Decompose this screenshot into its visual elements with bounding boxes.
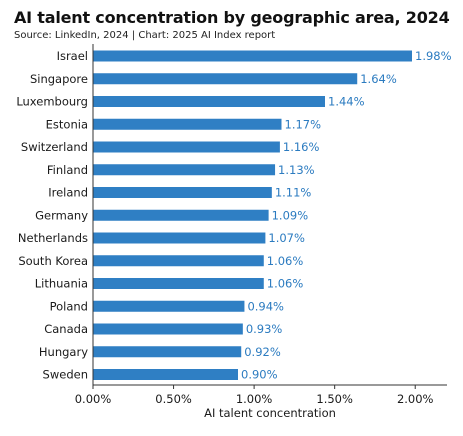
- bar-lithuania: [93, 278, 264, 289]
- value-label: 1.13%: [278, 163, 315, 177]
- bar-finland: [93, 164, 276, 176]
- category-label: Lithuania: [35, 277, 88, 291]
- category-label: Netherlands: [18, 231, 88, 245]
- labels-layer: Israel 1.98% Singapore 1.64% Luxembourg 1.44%…: [16, 49, 451, 382]
- category-label: Hungary: [39, 345, 88, 359]
- chart-subtitle: Source: LinkedIn, 2024 | Chart: 2025 AI …: [14, 30, 276, 41]
- x-axis-title: AI talent concentration: [204, 406, 336, 420]
- bar-netherlands: [93, 232, 266, 244]
- category-label: Singapore: [30, 72, 88, 86]
- category-label: Switzerland: [21, 140, 88, 154]
- bar-luxembourg: [93, 96, 325, 107]
- value-label: 1.17%: [285, 117, 322, 131]
- category-label: Israel: [57, 49, 88, 63]
- bar-switzerland: [93, 141, 280, 153]
- value-label: 1.11%: [275, 186, 312, 200]
- category-label: Poland: [50, 299, 88, 313]
- bar-hungary: [93, 346, 242, 358]
- x-tick-label: 2.00%: [397, 392, 434, 406]
- bars-layer: [93, 50, 412, 380]
- chart-title: AI talent concentration by geographic ar…: [14, 8, 450, 27]
- x-tick-label: 1.50%: [316, 392, 353, 406]
- value-label: 1.06%: [267, 277, 304, 291]
- x-axis: 0.00% 0.50% 1.00% 1.50% 2.00%: [75, 44, 447, 406]
- category-label: Estonia: [46, 117, 88, 131]
- category-label: South Korea: [18, 254, 88, 268]
- value-label: 1.44%: [328, 95, 365, 109]
- category-label: Canada: [44, 322, 88, 336]
- bar-poland: [93, 300, 245, 312]
- value-label: 1.16%: [283, 140, 320, 154]
- category-label: Sweden: [43, 368, 88, 382]
- value-label: 1.64%: [360, 72, 397, 86]
- value-label: 1.07%: [268, 231, 305, 245]
- value-label: 0.93%: [246, 322, 283, 336]
- value-label: 0.92%: [244, 345, 281, 359]
- bar-singapore: [93, 73, 358, 85]
- category-label: Ireland: [48, 186, 88, 200]
- bar-sweden: [93, 369, 238, 380]
- value-label: 1.98%: [415, 49, 452, 63]
- x-tick-label: 0.50%: [155, 392, 192, 406]
- bar-canada: [93, 323, 243, 335]
- bar-south-korea: [93, 255, 264, 267]
- value-label: 0.90%: [241, 368, 278, 382]
- category-label: Germany: [35, 208, 88, 222]
- bar-israel: [93, 50, 412, 62]
- category-label: Luxembourg: [16, 95, 88, 109]
- value-label: 0.94%: [247, 299, 284, 313]
- x-tick-label: 0.00%: [75, 392, 112, 406]
- bar-estonia: [93, 118, 282, 130]
- bar-germany: [93, 209, 269, 221]
- bar-ireland: [93, 187, 272, 198]
- category-label: Finland: [47, 163, 88, 177]
- value-label: 1.09%: [272, 208, 309, 222]
- x-tick-label: 1.00%: [236, 392, 273, 406]
- value-label: 1.06%: [267, 254, 304, 268]
